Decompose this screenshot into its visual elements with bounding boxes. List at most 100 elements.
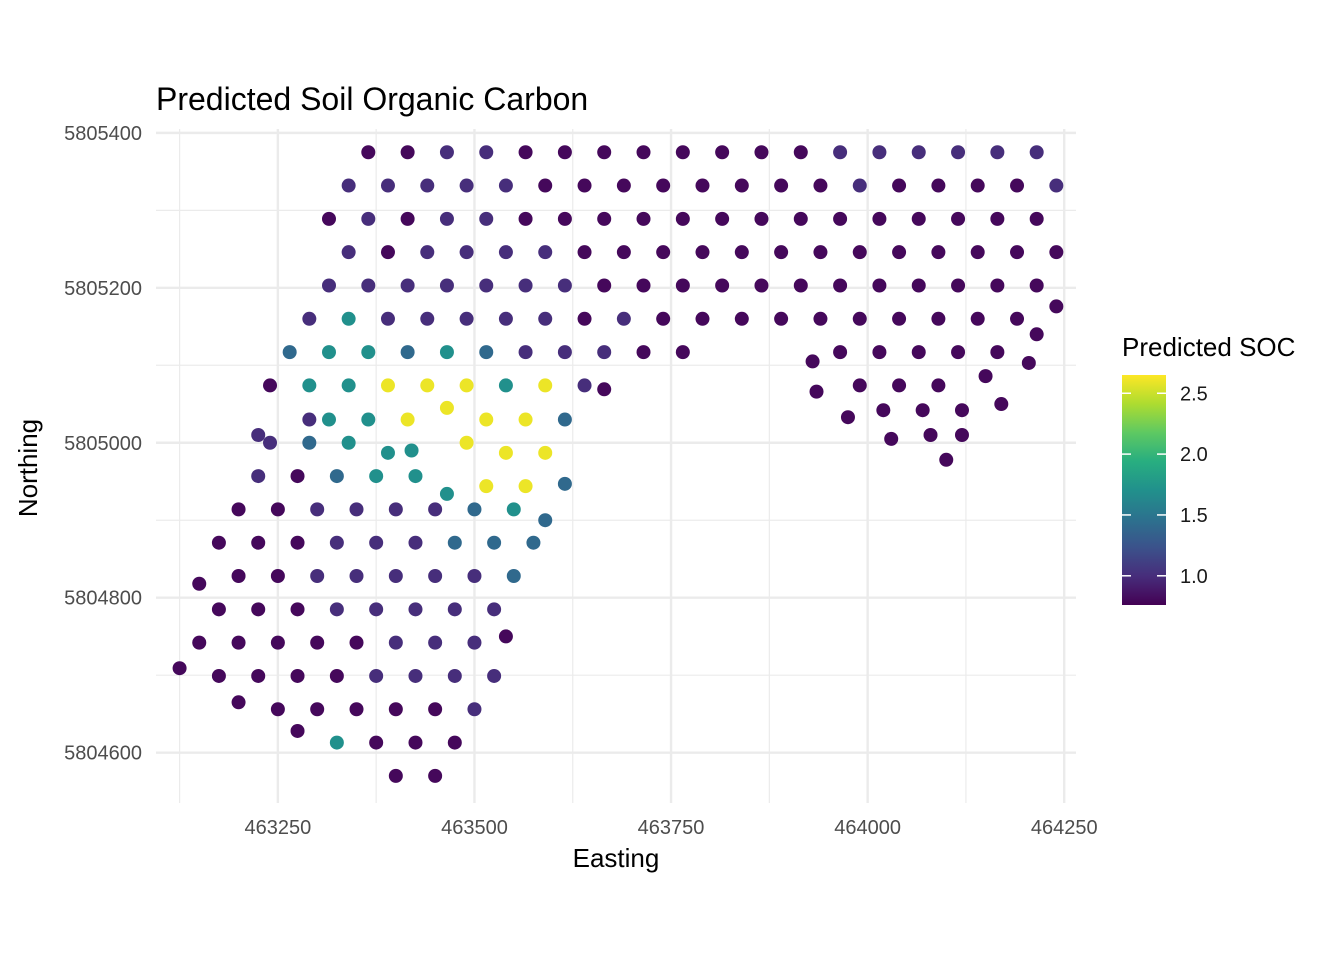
data-point (990, 211, 1005, 226)
data-point (447, 668, 462, 683)
data-point (329, 668, 344, 683)
data-point (1010, 311, 1025, 326)
data-points (172, 145, 1064, 783)
data-point (557, 412, 572, 427)
x-tick-label: 464250 (1031, 817, 1098, 839)
data-point (675, 145, 690, 160)
data-point (1029, 145, 1044, 160)
data-point (302, 378, 317, 393)
data-point (231, 502, 246, 517)
data-point (341, 378, 356, 393)
data-point (951, 278, 966, 293)
x-tick-label: 464000 (834, 817, 901, 839)
data-point (251, 668, 266, 683)
data-point (695, 178, 710, 193)
data-point (774, 311, 789, 326)
data-point (231, 695, 246, 710)
data-point (518, 345, 533, 360)
data-point (498, 311, 513, 326)
data-point (872, 345, 887, 360)
data-point (577, 245, 592, 260)
data-point (349, 569, 364, 584)
data-point (616, 245, 631, 260)
chart-title: Predicted Soil Organic Carbon (156, 81, 588, 117)
data-point (518, 211, 533, 226)
data-point (518, 145, 533, 160)
data-point (251, 602, 266, 617)
data-point (420, 378, 435, 393)
y-tick-label: 5805200 (64, 278, 142, 300)
data-point (459, 245, 474, 260)
data-point (459, 435, 474, 450)
data-point (231, 569, 246, 584)
data-point (479, 278, 494, 293)
data-point (715, 145, 730, 160)
data-point (408, 668, 423, 683)
data-point (813, 245, 828, 260)
data-point (616, 311, 631, 326)
data-point (852, 245, 867, 260)
data-point (420, 311, 435, 326)
data-point (341, 435, 356, 450)
data-point (876, 403, 891, 418)
data-point (467, 502, 482, 517)
data-point (498, 378, 513, 393)
data-point (978, 369, 993, 384)
data-point (577, 378, 592, 393)
data-point (369, 469, 384, 484)
data-point (388, 569, 403, 584)
data-point (1010, 245, 1025, 260)
data-point (361, 412, 376, 427)
data-point (557, 476, 572, 491)
data-point (270, 502, 285, 517)
data-point (439, 345, 454, 360)
data-point (439, 211, 454, 226)
data-point (380, 445, 395, 460)
data-point (833, 145, 848, 160)
data-point (420, 178, 435, 193)
data-point (349, 635, 364, 650)
data-point (793, 145, 808, 160)
data-point (231, 635, 246, 650)
data-point (852, 311, 867, 326)
data-point (1049, 299, 1064, 314)
legend-tick-label: 2.0 (1180, 444, 1208, 466)
legend-title: Predicted SOC (1122, 332, 1295, 362)
data-point (361, 278, 376, 293)
data-point (911, 145, 926, 160)
data-point (852, 378, 867, 393)
data-point (884, 431, 899, 446)
data-point (675, 278, 690, 293)
data-point (361, 211, 376, 226)
data-point (636, 145, 651, 160)
legend-colorbar (1122, 375, 1166, 605)
data-point (479, 412, 494, 427)
data-point (467, 635, 482, 650)
data-point (290, 535, 305, 550)
legend-tick-label: 1.5 (1180, 505, 1208, 527)
data-point (498, 178, 513, 193)
data-point (192, 635, 207, 650)
data-point (380, 311, 395, 326)
data-point (557, 345, 572, 360)
data-point (400, 345, 415, 360)
data-point (172, 661, 187, 676)
data-point (459, 311, 474, 326)
data-point (400, 145, 415, 160)
data-point (656, 178, 671, 193)
data-point (506, 502, 521, 517)
data-point (1029, 327, 1044, 342)
data-point (290, 668, 305, 683)
data-point (211, 668, 226, 683)
data-point (872, 278, 887, 293)
data-point (518, 479, 533, 494)
data-point (341, 245, 356, 260)
data-point (577, 178, 592, 193)
data-point (447, 602, 462, 617)
data-point (408, 602, 423, 617)
data-point (931, 311, 946, 326)
x-tick-labels: 463250 463500 463750 464000 464250 (245, 817, 1098, 839)
data-point (270, 569, 285, 584)
data-point (321, 278, 336, 293)
data-point (302, 412, 317, 427)
